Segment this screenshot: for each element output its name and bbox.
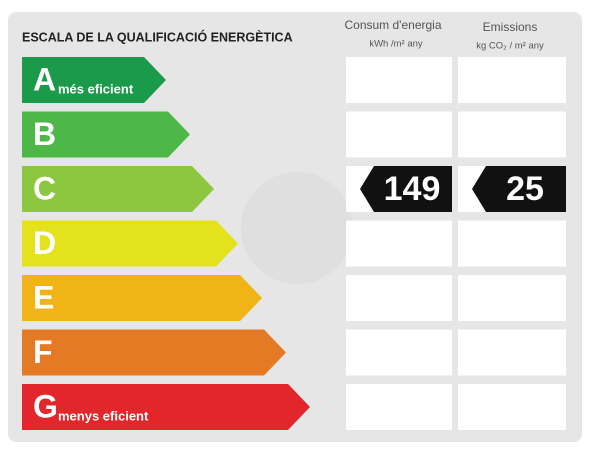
rating-arrow — [22, 220, 238, 267]
value-cell — [458, 111, 566, 158]
rating-letter: D — [33, 225, 56, 261]
column-title: Emissions — [483, 20, 538, 34]
rating-arrow — [22, 384, 310, 430]
value-badge — [360, 166, 452, 212]
column-unit: kg CO₂ / m² any — [476, 41, 544, 52]
rating-label: menys eficient — [58, 408, 149, 423]
value-cell — [458, 384, 566, 430]
rating-arrow — [22, 111, 190, 158]
value-text: 149 — [384, 170, 441, 208]
value-cell — [458, 275, 566, 321]
rating-letter: A — [33, 61, 56, 97]
rating-letter: E — [33, 279, 54, 315]
title: ESCALA DE LA QUALIFICACIÓ ENERGÈTICA — [22, 29, 293, 44]
value-cell — [458, 329, 566, 376]
rating-arrow — [22, 275, 262, 321]
value-cell — [346, 57, 452, 103]
value-badge — [472, 166, 566, 212]
value-cell — [458, 220, 566, 267]
value-cell — [346, 220, 452, 267]
value-text: 25 — [506, 170, 544, 208]
rating-letter: C — [33, 170, 56, 206]
rating-letter: G — [33, 388, 58, 424]
watermark — [241, 172, 353, 284]
rating-label: més eficient — [58, 81, 134, 96]
column-title: Consum d'energia — [344, 18, 441, 32]
value-cell — [458, 57, 566, 103]
value-cell — [346, 384, 452, 430]
rating-letter: B — [33, 116, 56, 152]
rating-arrow — [22, 57, 166, 103]
value-cell — [346, 329, 452, 376]
column-unit: kWh /m² any — [369, 39, 423, 50]
value-cell — [346, 275, 452, 321]
value-cell — [346, 111, 452, 158]
rating-letter: F — [33, 334, 53, 370]
rating-arrow — [22, 329, 286, 376]
rating-arrow — [22, 166, 214, 212]
